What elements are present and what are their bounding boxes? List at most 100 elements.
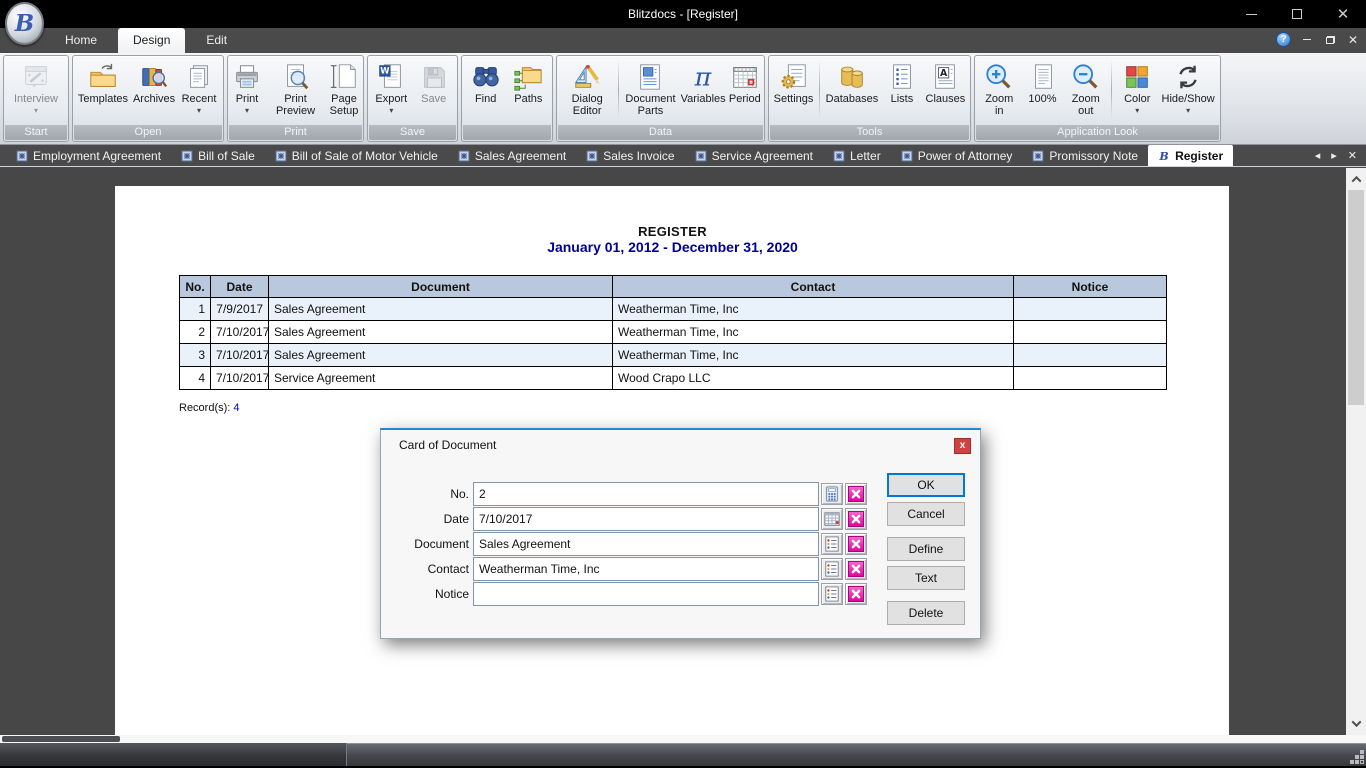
clauses-button[interactable]: A Clauses <box>926 56 965 125</box>
register-date-range: January 01, 2012 - December 31, 2020 <box>547 239 798 255</box>
scroll-tabs-left-icon[interactable]: ◂ <box>1314 149 1321 162</box>
help-icon[interactable]: ? <box>1276 32 1291 47</box>
doctab-sales-agreement[interactable]: Sales Agreement <box>448 145 576 166</box>
card-of-document-dialog: Card of Document x No. Date Document <box>380 428 981 639</box>
document-parts-button[interactable]: Document Parts <box>620 56 680 125</box>
date-input[interactable] <box>473 507 819 531</box>
archives-button[interactable]: Archives <box>133 56 175 125</box>
save-button[interactable]: Save <box>415 56 453 125</box>
contact-clear-button[interactable] <box>845 558 867 580</box>
templates-button[interactable]: Templates <box>78 56 128 125</box>
doctab-power-of-attorney[interactable]: Power of Attorney <box>891 145 1023 166</box>
variables-button[interactable]: π Variables <box>680 61 726 105</box>
tab-design[interactable]: Design <box>118 28 186 53</box>
group-label-save: Save <box>369 125 456 140</box>
cancel-button[interactable]: Cancel <box>887 502 965 526</box>
maximize-button[interactable] <box>1274 0 1320 28</box>
calculator-icon <box>826 486 838 502</box>
define-button[interactable]: Define <box>887 537 965 561</box>
table-row[interactable]: 4 7/10/2017 Service Agreement Wood Crapo… <box>179 366 1167 390</box>
paths-button[interactable]: Paths <box>509 56 547 125</box>
delete-button[interactable]: Delete <box>887 601 965 625</box>
document-clear-button[interactable] <box>845 533 867 555</box>
ribbon-group-save: W Export ▾ Save Save <box>367 55 458 142</box>
resize-grip-icon[interactable] <box>1361 761 1363 763</box>
lists-button[interactable]: Lists <box>883 56 921 125</box>
contact-list-button[interactable] <box>821 558 843 580</box>
interview-button[interactable]: Interview ▾ <box>14 56 58 125</box>
dialog-editor-button[interactable]: Dialog Editor <box>557 56 617 125</box>
no-calculator-button[interactable] <box>821 483 843 505</box>
minimize-button[interactable] <box>1228 0 1274 28</box>
text-button[interactable]: Text <box>887 566 965 590</box>
zoom-out-icon <box>1071 60 1101 93</box>
dropdown-arrow-icon: ▾ <box>389 106 394 115</box>
no-clear-button[interactable] <box>845 483 867 505</box>
no-input[interactable] <box>473 482 819 506</box>
ok-button[interactable]: OK <box>887 473 965 497</box>
table-row[interactable]: 3 7/10/2017 Sales Agreement Weatherman T… <box>179 343 1167 367</box>
print-preview-button[interactable]: Print Preview <box>266 56 325 125</box>
doctab-service-agreement[interactable]: Service Agreement <box>685 145 823 166</box>
notice-input[interactable] <box>473 582 819 606</box>
ribbon-tab-bar: Home Design Edit <box>0 28 1366 53</box>
mdi-close-button[interactable]: ✕ <box>1346 33 1360 47</box>
document-input[interactable] <box>473 532 819 556</box>
doctab-promissory-note[interactable]: Promissory Note <box>1022 145 1148 166</box>
mdi-restore-button[interactable] <box>1323 33 1337 47</box>
notice-clear-button[interactable] <box>845 583 867 605</box>
recent-button[interactable]: Recent ▾ <box>180 56 218 125</box>
document-tab-icon <box>1032 150 1044 161</box>
app-logo-button[interactable]: B <box>5 2 44 45</box>
doctab-employment-agreement[interactable]: Employment Agreement <box>6 145 171 166</box>
calendar-icon <box>824 512 840 526</box>
dialog-close-button[interactable]: x <box>954 438 971 454</box>
export-button[interactable]: W Export ▾ <box>372 56 410 125</box>
settings-button[interactable]: Settings <box>774 56 813 125</box>
tab-home[interactable]: Home <box>65 33 98 47</box>
vertical-scrollbar[interactable] <box>1346 168 1366 735</box>
date-clear-button[interactable] <box>845 508 867 530</box>
doctab-bill-of-sale[interactable]: Bill of Sale <box>171 145 265 166</box>
scroll-down-icon[interactable] <box>1346 714 1366 733</box>
find-button[interactable]: Find <box>467 56 505 125</box>
zoom-100-button[interactable]: 100% <box>1024 56 1062 125</box>
databases-button[interactable]: Databases <box>826 56 878 125</box>
doctab-bill-of-sale-of-motor-vehicle[interactable]: Bill of Sale of Motor Vehicle <box>265 145 448 166</box>
zoom-in-button[interactable]: Zoom in <box>980 56 1018 125</box>
dropdown-arrow-icon: ▾ <box>1135 106 1140 115</box>
vertical-scrollbar-thumb[interactable] <box>1348 190 1364 405</box>
doctab-sales-invoice[interactable]: Sales Invoice <box>576 145 684 166</box>
hide-show-button[interactable]: Hide/Show ▾ <box>1162 56 1215 125</box>
notice-list-button[interactable] <box>821 583 843 605</box>
table-row[interactable]: 2 7/10/2017 Sales Agreement Weatherman T… <box>179 320 1167 344</box>
close-button[interactable]: ✕ <box>1320 0 1366 28</box>
tab-edit[interactable]: Edit <box>206 33 228 47</box>
print-button[interactable]: Print ▾ <box>228 56 266 125</box>
mdi-minimize-icon <box>1303 39 1311 40</box>
dropdown-arrow-icon: ▾ <box>1186 106 1191 115</box>
period-button[interactable]: Period <box>726 56 764 125</box>
page-setup-button[interactable]: Page Setup <box>325 56 363 125</box>
mdi-minimize-button[interactable] <box>1300 33 1314 47</box>
scroll-up-icon[interactable] <box>1346 170 1366 189</box>
list-icon <box>825 561 839 577</box>
document-tab-icon <box>16 150 28 161</box>
contact-input[interactable] <box>473 557 819 581</box>
document-tab-icon <box>181 150 193 161</box>
document-tab-icon <box>458 150 470 161</box>
doctab-register[interactable]: B Register <box>1148 145 1234 166</box>
scroll-tabs-right-icon[interactable]: ▸ <box>1331 149 1337 162</box>
document-list-button[interactable] <box>821 533 843 555</box>
mdi-close-icon: ✕ <box>1347 32 1359 47</box>
horizontal-scrollbar-thumb[interactable] <box>2 736 120 742</box>
zoom-out-button[interactable]: Zoom out <box>1067 56 1105 125</box>
horizontal-scrollbar[interactable] <box>0 735 1366 743</box>
ribbon-group-tools: Settings Databases Lists <box>768 55 971 142</box>
color-button[interactable]: Color ▾ <box>1118 56 1156 125</box>
refresh-arrows-icon <box>1173 60 1203 93</box>
doctab-letter[interactable]: Letter <box>823 145 891 166</box>
close-document-icon[interactable]: ✕ <box>1347 149 1357 162</box>
date-calendar-button[interactable] <box>821 508 843 530</box>
table-row[interactable]: 1 7/9/2017 Sales Agreement Weatherman Ti… <box>179 297 1167 321</box>
